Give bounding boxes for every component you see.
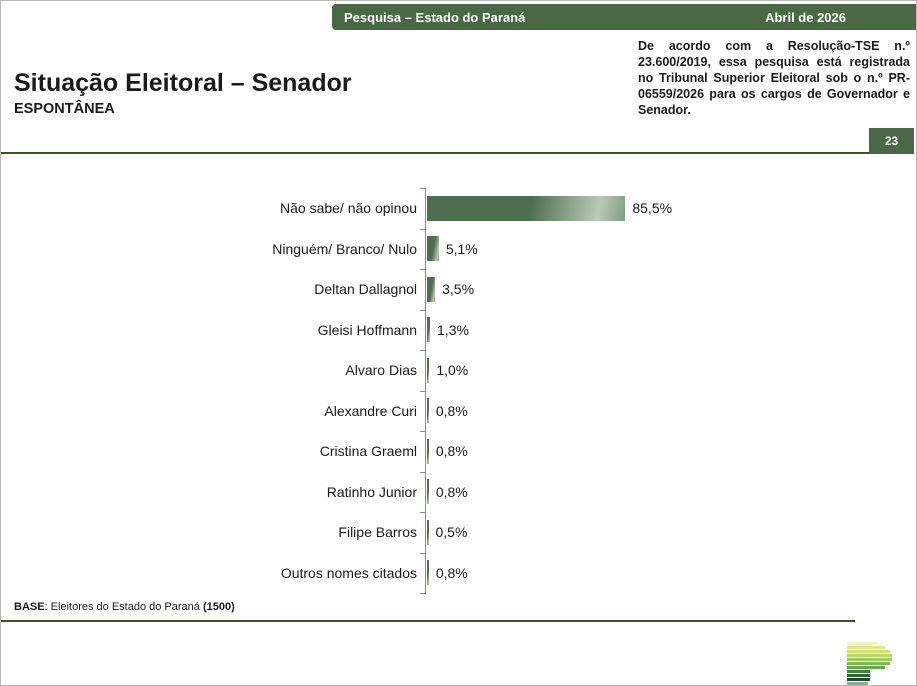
logo-bar <box>847 646 885 649</box>
bar-10 <box>427 560 429 586</box>
category-label: Deltan Dallagnol <box>314 281 417 298</box>
axis-tick <box>420 512 426 513</box>
value-label: 0,8% <box>435 402 468 419</box>
logo-bar <box>847 654 892 657</box>
header-date-label: Abril de 2026 <box>765 9 846 25</box>
bar-3 <box>427 276 436 302</box>
category-label: Ninguém/ Branco/ Nulo <box>272 240 417 257</box>
logo-bar <box>847 678 870 681</box>
logo-bar <box>847 670 870 673</box>
base-count: (1500) <box>202 601 235 613</box>
logo-bar <box>847 658 892 661</box>
axis-tick <box>420 269 426 270</box>
category-label: Gleisi Hoffmann <box>317 321 417 338</box>
axis-tick <box>420 229 426 230</box>
bar-6 <box>427 398 429 424</box>
base-note: BASE: Eleitores do Estado do Paraná (150… <box>14 601 235 613</box>
axis-tick <box>420 472 426 473</box>
page-number-badge: 23 <box>869 128 914 154</box>
bar-9 <box>427 519 429 545</box>
footer-rule-line <box>1 620 855 622</box>
category-label: Não sabe/ não opinou <box>280 200 417 217</box>
value-label: 3,5% <box>442 281 475 298</box>
value-label: 0,5% <box>435 524 468 541</box>
axis-tick <box>420 350 426 351</box>
bar-1 <box>427 195 626 221</box>
bar-8 <box>427 479 429 505</box>
bar-4 <box>427 317 431 343</box>
category-label: Alexandre Curi <box>324 402 417 419</box>
value-label: 85,5% <box>632 200 673 217</box>
title-block: Situação Eleitoral – Senador ESPONTÂNEA <box>14 69 352 117</box>
logo-bar <box>847 666 885 669</box>
logo-bar <box>847 662 890 665</box>
category-label: Ratinho Junior <box>326 483 417 500</box>
category-label: Cristina Graeml <box>319 443 417 460</box>
axis-tick <box>420 431 426 432</box>
axis-tick <box>420 553 426 554</box>
category-label: Outros nomes citados <box>280 564 417 581</box>
page-title: Situação Eleitoral – Senador <box>14 69 352 97</box>
value-label: 1,3% <box>437 321 469 338</box>
category-label: Filipe Barros <box>338 524 417 541</box>
tse-disclaimer-text: De acordo com a Resolução-TSE n.º 23.600… <box>638 39 910 117</box>
value-label: 0,8% <box>435 483 468 500</box>
bar-7 <box>427 438 429 464</box>
logo-bar <box>847 642 877 645</box>
bar-5 <box>427 357 430 383</box>
header-bar: Pesquisa – Estado do Paraná Abril de 202… <box>332 4 916 30</box>
logo-bar <box>847 682 868 685</box>
logo-bar <box>847 650 890 653</box>
header-survey-label: Pesquisa – Estado do Paraná <box>344 9 526 25</box>
bar-2 <box>427 236 439 262</box>
value-label: 0,8% <box>435 564 468 581</box>
logo-bar <box>847 674 870 677</box>
axis-tick <box>420 391 426 392</box>
category-axis-line <box>425 188 426 593</box>
category-label: Alvaro Dias <box>345 362 417 379</box>
base-text: : Eleitores do Estado do Paraná <box>44 601 203 613</box>
axis-tick <box>420 593 426 594</box>
page-subtitle: ESPONTÂNEA <box>14 100 115 117</box>
parana-pesquisas-logo <box>847 642 895 685</box>
title-divider-line <box>1 152 869 154</box>
axis-tick <box>420 188 426 189</box>
value-label: 1,0% <box>436 362 469 379</box>
value-label: 5,1% <box>445 240 478 257</box>
value-label: 0,8% <box>435 443 468 460</box>
base-label: BASE <box>14 601 45 613</box>
axis-tick <box>420 310 426 311</box>
plot-area: Não sabe/ não opinou 85,5% Ninguém/ Branco… <box>1 188 916 594</box>
